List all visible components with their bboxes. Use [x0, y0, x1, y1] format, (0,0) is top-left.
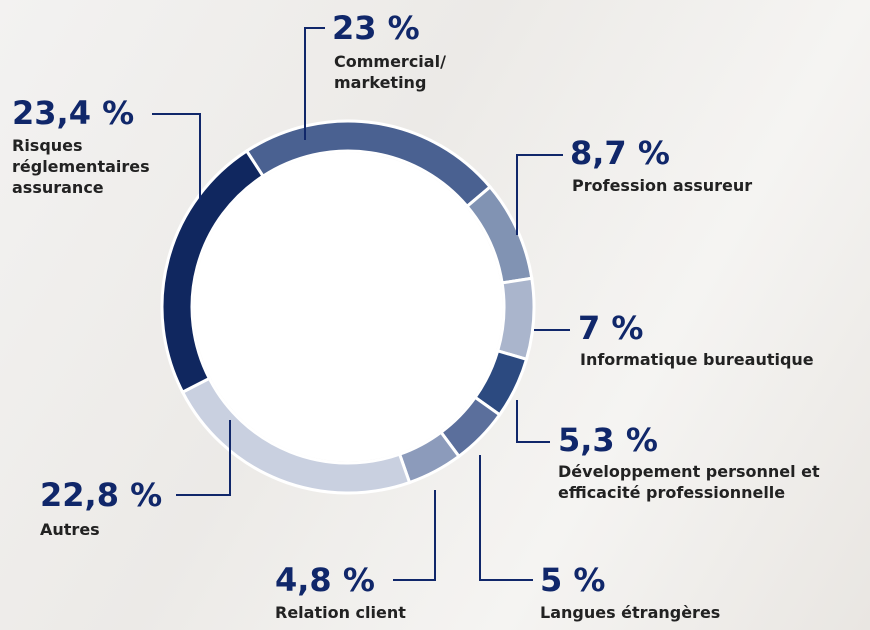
category-label: Commercial/ marketing — [334, 52, 474, 94]
donut-hole — [194, 153, 503, 462]
category-label: Risques réglementaires assurance — [12, 136, 202, 198]
category-label: Développement personnel et efficacité pr… — [558, 462, 870, 504]
page: 23 % Commercial/ marketing 8,7 % Profession… — [0, 0, 870, 630]
value-label: 4,8 % — [275, 564, 375, 596]
value-label: 23,4 % — [12, 97, 134, 129]
leader-line — [517, 400, 550, 442]
leader-line — [393, 490, 435, 580]
category-label: Autres — [40, 520, 200, 541]
category-label: Relation client — [275, 603, 455, 624]
donut-segment — [498, 278, 534, 359]
value-label: 22,8 % — [40, 479, 162, 511]
value-label: 5 % — [540, 564, 605, 596]
value-label: 8,7 % — [570, 137, 670, 169]
value-label: 5,3 % — [558, 424, 658, 456]
leader-line — [480, 455, 533, 580]
category-label: Langues étrangères — [540, 603, 760, 624]
value-label: 7 % — [578, 312, 643, 344]
leader-line — [517, 155, 563, 235]
category-label: Informatique bureautique — [580, 350, 870, 371]
value-label: 23 % — [332, 12, 420, 44]
category-label: Profession assureur — [572, 176, 832, 197]
